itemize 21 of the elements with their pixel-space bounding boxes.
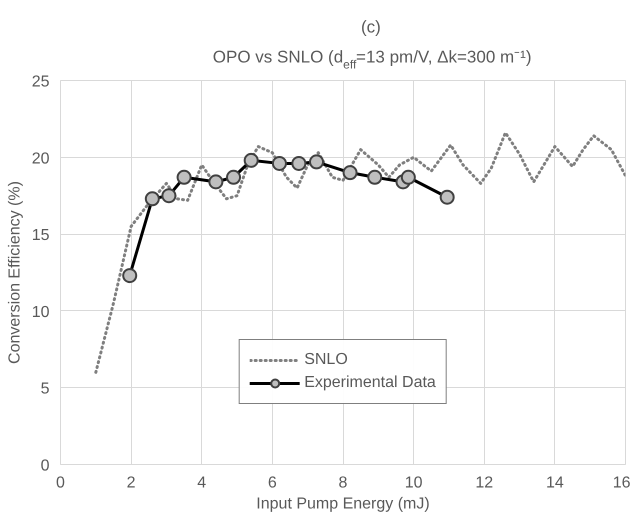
chart-title: (c) xyxy=(361,18,381,36)
x-tick-label: 8 xyxy=(338,474,348,492)
y-axis-title: Conversion Efficiency (%) xyxy=(6,181,24,364)
x-tick-label: 16 xyxy=(612,474,631,492)
x-tick-label: 4 xyxy=(197,474,206,492)
y-tick-label: 20 xyxy=(32,150,50,168)
y-tick-label: 10 xyxy=(32,304,50,321)
y-tick-label: 15 xyxy=(32,227,50,244)
x-tick-label: 0 xyxy=(56,474,66,492)
x-tick-label: 6 xyxy=(268,474,277,492)
x-axis-title: Input Pump Energy (mJ) xyxy=(256,496,430,512)
x-tick-label: 10 xyxy=(404,474,423,492)
y-tick-label: 0 xyxy=(40,458,50,474)
legend-label: Experimental Data xyxy=(304,374,436,392)
y-tick-label: 25 xyxy=(32,74,50,90)
y-tick-label: 5 xyxy=(40,380,50,398)
x-tick-label: 2 xyxy=(126,474,136,492)
line-series xyxy=(94,131,626,374)
x-tick-label: 14 xyxy=(546,474,564,492)
x-tick-label: 12 xyxy=(475,474,494,492)
legend-label: SNLO xyxy=(304,351,348,369)
